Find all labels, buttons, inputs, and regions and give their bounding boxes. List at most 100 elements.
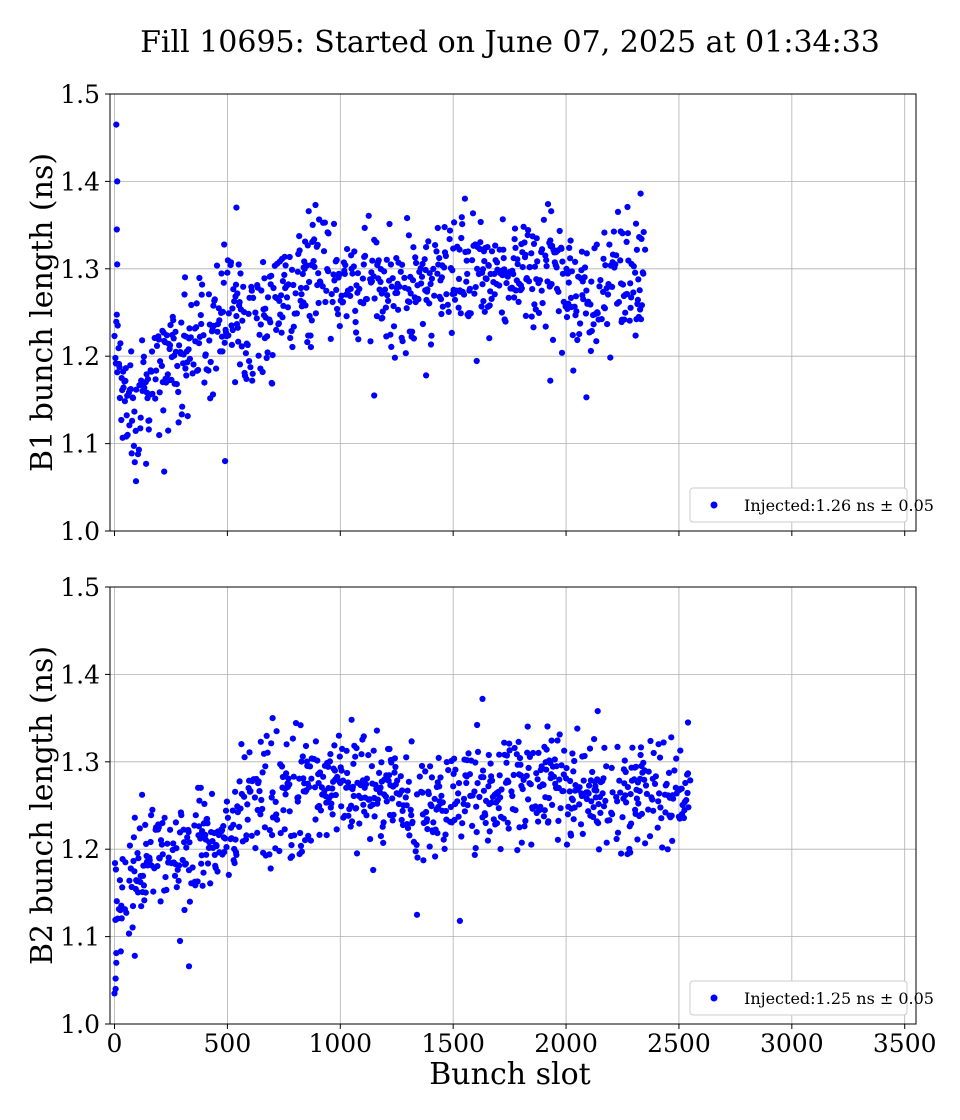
b2-data-point bbox=[246, 749, 253, 756]
b1-data-point bbox=[443, 291, 450, 298]
b2-data-point bbox=[159, 820, 166, 827]
b2-data-point bbox=[569, 796, 576, 804]
b1-data-point bbox=[410, 244, 417, 251]
b2-data-point bbox=[306, 763, 314, 770]
b2-data-point bbox=[571, 804, 578, 811]
b2-data-point bbox=[649, 796, 656, 803]
b2-data-point bbox=[677, 747, 684, 754]
b2-data-point bbox=[116, 877, 123, 884]
b1-data-point bbox=[257, 321, 264, 328]
b1-data-point bbox=[565, 279, 572, 286]
b1-data-point bbox=[149, 390, 156, 397]
b2-data-point bbox=[186, 898, 193, 905]
b2-data-point bbox=[323, 832, 330, 839]
b1-y-tick-label: 1.1 bbox=[60, 430, 100, 459]
b1-data-point bbox=[356, 285, 363, 292]
b2-data-point bbox=[525, 764, 532, 772]
b2-data-point bbox=[225, 871, 232, 879]
b2-data-point bbox=[655, 798, 662, 805]
b2-scatter-points bbox=[111, 695, 694, 997]
b1-data-point bbox=[487, 288, 494, 295]
b2-data-point bbox=[402, 794, 409, 801]
b1-data-point bbox=[474, 265, 481, 272]
b2-data-point bbox=[455, 790, 462, 797]
b1-data-point bbox=[342, 262, 349, 269]
b2-data-point bbox=[142, 821, 149, 829]
b2-data-point bbox=[430, 819, 437, 826]
b1-data-point bbox=[218, 333, 226, 340]
b2-data-point bbox=[325, 763, 332, 770]
b2-data-point bbox=[438, 792, 445, 799]
b1-data-point bbox=[384, 292, 391, 299]
b2-data-point bbox=[167, 826, 174, 833]
b1-data-point bbox=[281, 253, 288, 260]
b1-data-point bbox=[628, 294, 635, 301]
b1-data-point bbox=[424, 286, 431, 293]
b1-data-point bbox=[538, 287, 545, 294]
b1-data-point bbox=[446, 236, 453, 243]
b1-data-point bbox=[640, 229, 647, 236]
b2-data-point bbox=[479, 767, 487, 774]
b2-data-point bbox=[424, 826, 431, 833]
b1-data-point bbox=[493, 259, 501, 266]
b1-data-point bbox=[155, 336, 162, 343]
b2-data-point bbox=[382, 793, 389, 800]
b1-data-point bbox=[164, 371, 171, 378]
b2-data-point bbox=[618, 850, 625, 857]
b2-data-point bbox=[551, 756, 558, 763]
b1-data-point bbox=[235, 338, 242, 345]
b1-data-point bbox=[581, 264, 589, 271]
b2-data-point bbox=[165, 854, 172, 861]
b2-data-point bbox=[450, 783, 457, 790]
b1-data-point bbox=[352, 319, 359, 326]
b2-panel: 1.0 1.1 1.2 1.3 1.4 1.5 0 500 1000 1500 2000 2500 3… bbox=[25, 573, 937, 1058]
b1-data-point bbox=[391, 354, 398, 361]
b2-data-point bbox=[650, 807, 657, 814]
b1-data-point bbox=[536, 277, 544, 284]
b2-data-point bbox=[461, 808, 468, 815]
b2-data-point bbox=[601, 744, 608, 751]
b1-data-point bbox=[322, 298, 329, 306]
b1-data-point bbox=[515, 298, 522, 305]
b1-data-point bbox=[381, 268, 388, 275]
b1-data-point bbox=[264, 294, 272, 301]
b2-data-point bbox=[286, 781, 293, 788]
b1-data-point bbox=[311, 263, 318, 270]
b1-data-point bbox=[479, 281, 486, 288]
b1-data-point bbox=[433, 248, 440, 255]
b1-data-point bbox=[492, 242, 499, 249]
b2-data-point bbox=[636, 788, 643, 795]
b1-data-point bbox=[484, 244, 491, 251]
b1-data-point bbox=[143, 371, 150, 378]
b1-data-point bbox=[412, 254, 419, 261]
b1-data-point bbox=[634, 296, 642, 303]
b1-data-point bbox=[262, 305, 269, 312]
b2-data-point bbox=[516, 755, 524, 762]
b1-data-point bbox=[183, 372, 190, 379]
b1-data-point bbox=[630, 263, 637, 270]
b2-data-point bbox=[609, 789, 616, 796]
b1-data-point bbox=[438, 310, 445, 318]
b1-data-point bbox=[511, 236, 518, 243]
b2-data-point bbox=[146, 857, 153, 864]
b1-data-point bbox=[178, 411, 185, 418]
b2-data-point bbox=[200, 869, 207, 876]
b2-data-point bbox=[117, 948, 124, 955]
b2-data-point bbox=[455, 813, 462, 820]
b1-data-point bbox=[478, 303, 485, 310]
b2-data-point bbox=[574, 725, 581, 732]
b1-data-point bbox=[353, 329, 360, 336]
b1-data-point bbox=[486, 335, 493, 342]
b1-data-point bbox=[352, 307, 359, 314]
b1-data-point bbox=[578, 248, 586, 255]
b2-data-point bbox=[606, 817, 613, 824]
b2-data-point bbox=[259, 805, 266, 813]
b1-data-point bbox=[609, 283, 616, 290]
b2-data-point bbox=[564, 811, 572, 818]
b2-data-point bbox=[288, 842, 295, 849]
b1-data-point bbox=[637, 190, 644, 197]
b2-data-point bbox=[567, 832, 575, 839]
b1-data-point bbox=[396, 283, 403, 290]
b1-data-point bbox=[556, 227, 563, 235]
